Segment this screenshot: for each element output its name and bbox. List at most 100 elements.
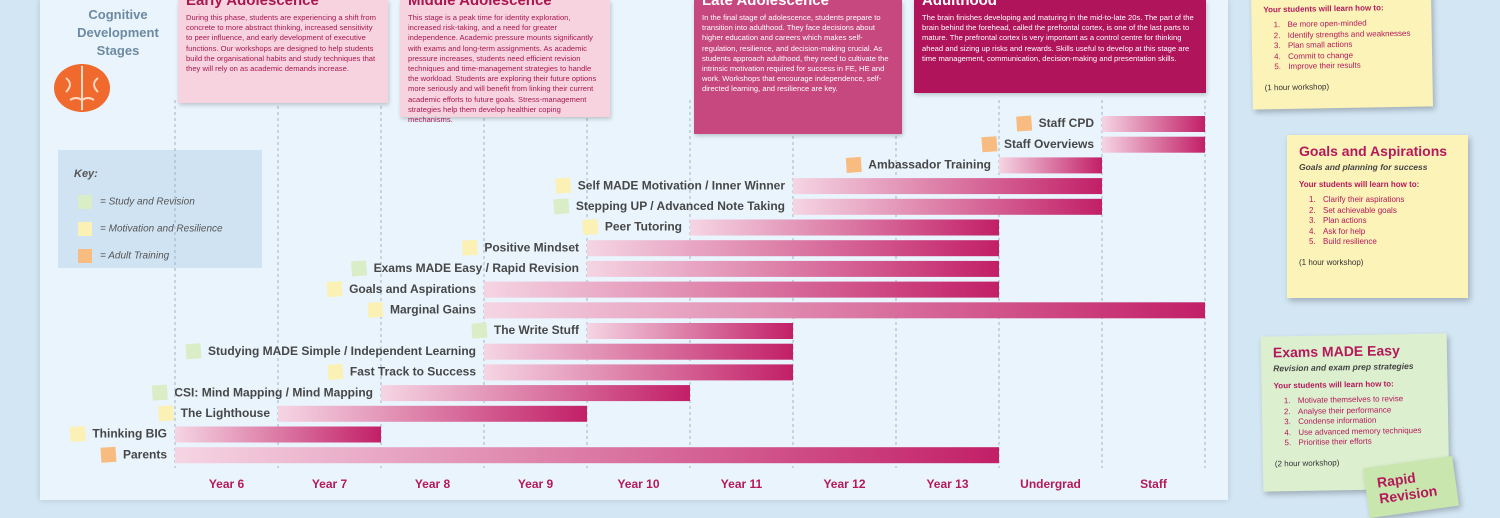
key-label: = Adult Training <box>100 251 170 262</box>
bar <box>587 260 999 277</box>
bar <box>484 343 793 360</box>
key-swatch <box>78 222 92 236</box>
task-icon <box>553 198 570 215</box>
bar <box>484 302 1205 319</box>
item-text: Analyse their performance <box>1297 404 1392 416</box>
stage-box: Middle Adolescence This stage is a peak t… <box>400 0 610 124</box>
note-subtitle: Goals and planning for success <box>1299 162 1428 172</box>
item-number: 2. <box>1309 205 1316 215</box>
task-label: The Write Stuff <box>494 323 580 337</box>
note-lead: Your students will learn how to: <box>1273 379 1394 391</box>
bar <box>1102 116 1205 132</box>
bar <box>175 426 381 443</box>
note: Your students will learn how to: 1. Be mor… <box>1251 0 1433 110</box>
stage-text: In the final stage of adolescence, stude… <box>702 13 889 94</box>
item-text: Use advanced memory techniques <box>1298 425 1422 437</box>
key-swatch <box>78 195 92 209</box>
item-number: 4. <box>1309 226 1316 236</box>
note-item: 4. Ask for help <box>1299 227 1456 238</box>
brain-icon <box>54 64 110 112</box>
bar <box>587 240 999 257</box>
task-icon <box>326 281 343 298</box>
stage-text: During this phase, students are experien… <box>186 13 376 74</box>
stage-title: Late Adolescence <box>702 0 829 9</box>
item-number: 5. <box>1309 237 1316 246</box>
stage-text: This stage is a peak time for identity e… <box>408 13 597 125</box>
x-tick-label: Year 6 <box>209 477 245 491</box>
note: Goals and Aspirations Goals and planning … <box>1287 135 1468 298</box>
item-text: Identify strengths and weaknesses <box>1287 28 1411 40</box>
bar <box>175 447 999 464</box>
note-item: 1. Clarify their aspirations <box>1299 195 1456 206</box>
item-number: 1. <box>1273 20 1281 30</box>
item-text: Prioritise their efforts <box>1298 436 1372 447</box>
item-text: Motivate themselves to revise <box>1297 394 1404 405</box>
note-title: Exams MADE Easy <box>1272 342 1400 361</box>
task-label: Stepping UP / Advanced Note Taking <box>576 199 785 213</box>
x-tick-label: Year 10 <box>617 477 659 491</box>
stage-title: Middle Adolescence <box>408 0 552 9</box>
item-text: Set achievable goals <box>1323 205 1397 215</box>
note-title: Rapid Revision <box>1375 469 1439 507</box>
task-label: Positive Mindset <box>484 240 579 254</box>
bar <box>1102 136 1205 153</box>
task-icon <box>1016 115 1033 132</box>
task-label: Thinking BIG <box>92 427 167 441</box>
task-label: Staff CPD <box>1039 116 1095 130</box>
chart: Cognitive Development Stages Year 6 Year 7 Y… <box>54 7 1206 491</box>
item-text: Condense information <box>1298 415 1377 426</box>
note-lead: Your students will learn how to: <box>1263 3 1384 15</box>
bar <box>793 178 1102 195</box>
key-swatch <box>78 249 92 263</box>
task-icon <box>582 219 599 236</box>
key-label: = Study and Revision <box>100 197 195 208</box>
task-icon <box>845 156 862 173</box>
key-title: Key: <box>74 168 98 180</box>
x-tick-label: Year 11 <box>721 477 763 491</box>
bar <box>999 157 1102 174</box>
bar <box>278 405 587 422</box>
stage-title: Adulthood <box>922 0 997 9</box>
task-label: Ambassador Training <box>868 158 991 172</box>
note-duration: (1 hour workshop) <box>1264 81 1330 92</box>
key-label: = Motivation and Resilience <box>100 224 223 235</box>
bar <box>690 219 999 236</box>
x-tick-label: Year 12 <box>823 477 865 491</box>
item-number: 4. <box>1284 427 1292 437</box>
task-icon <box>151 384 168 401</box>
item-text: Clarify their aspirations <box>1323 195 1405 204</box>
note-duration: (1 hour workshop) <box>1299 257 1364 267</box>
item-number: 4. <box>1274 51 1281 61</box>
item-number: 2. <box>1273 30 1281 40</box>
task-icon <box>471 322 488 339</box>
x-tick-label: Year 8 <box>415 477 451 491</box>
item-number: 1. <box>1309 195 1316 204</box>
task-icon <box>100 446 117 463</box>
task-label: Parents <box>123 447 167 461</box>
note-title: Goals and Aspirations <box>1299 143 1448 159</box>
stage-box: Adulthood The brain finishes developing a… <box>914 0 1206 93</box>
item-text: Build resilience <box>1323 237 1377 246</box>
item-number: 2. <box>1283 406 1291 416</box>
x-tick-label: Year 7 <box>312 477 348 491</box>
item-text: Plan actions <box>1323 216 1367 225</box>
task-label: Studying MADE Simple / Independent Learn… <box>208 344 476 358</box>
page: {"header":{"title":"Cognitive Developmen… <box>40 0 1468 518</box>
bar <box>484 281 999 298</box>
bar <box>484 364 793 381</box>
item-number: 3. <box>1284 417 1291 427</box>
item-number: 1. <box>1283 396 1291 406</box>
task-label: CSI: Mind Mapping / Mind Mapping <box>174 385 373 399</box>
task-icon <box>185 343 202 360</box>
task-icon <box>461 239 478 256</box>
task-icon <box>327 363 344 380</box>
item-text: Ask for help <box>1323 226 1366 236</box>
task-label: The Lighthouse <box>181 406 271 420</box>
title-line: Cognitive Development Stages <box>77 7 159 58</box>
bar <box>381 385 690 402</box>
x-tick-label: Undergrad <box>1020 477 1081 491</box>
item-text: Commit to change <box>1288 50 1354 61</box>
stage-text: The brain finishes developing and maturi… <box>922 13 1194 63</box>
task-icon <box>158 405 175 422</box>
item-text: Be more open-minded <box>1287 18 1367 29</box>
